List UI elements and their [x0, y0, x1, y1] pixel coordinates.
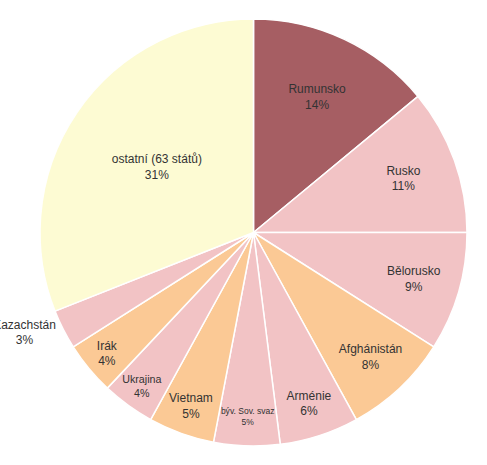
svg-text:Rumunsko14%: Rumunsko14% [288, 82, 346, 112]
svg-text:Ukrajina4%: Ukrajina4% [122, 373, 161, 399]
svg-text:Vietnam5%: Vietnam5% [169, 391, 213, 421]
svg-text:Irák4%: Irák4% [97, 339, 118, 369]
svg-text:býv. Sov. svaz5%: býv. Sov. svaz5% [221, 406, 275, 427]
svg-text:Arménie6%: Arménie6% [287, 389, 332, 419]
svg-text:Rusko11%: Rusko11% [386, 164, 420, 194]
svg-text:Kazachstán3%: Kazachstán3% [0, 318, 56, 348]
svg-text:Bělorusko9%: Bělorusko9% [387, 264, 441, 294]
svg-text:ostatní (63 států)31%: ostatní (63 států)31% [112, 152, 202, 182]
svg-text:Afghánistán8%: Afghánistán8% [339, 342, 402, 372]
